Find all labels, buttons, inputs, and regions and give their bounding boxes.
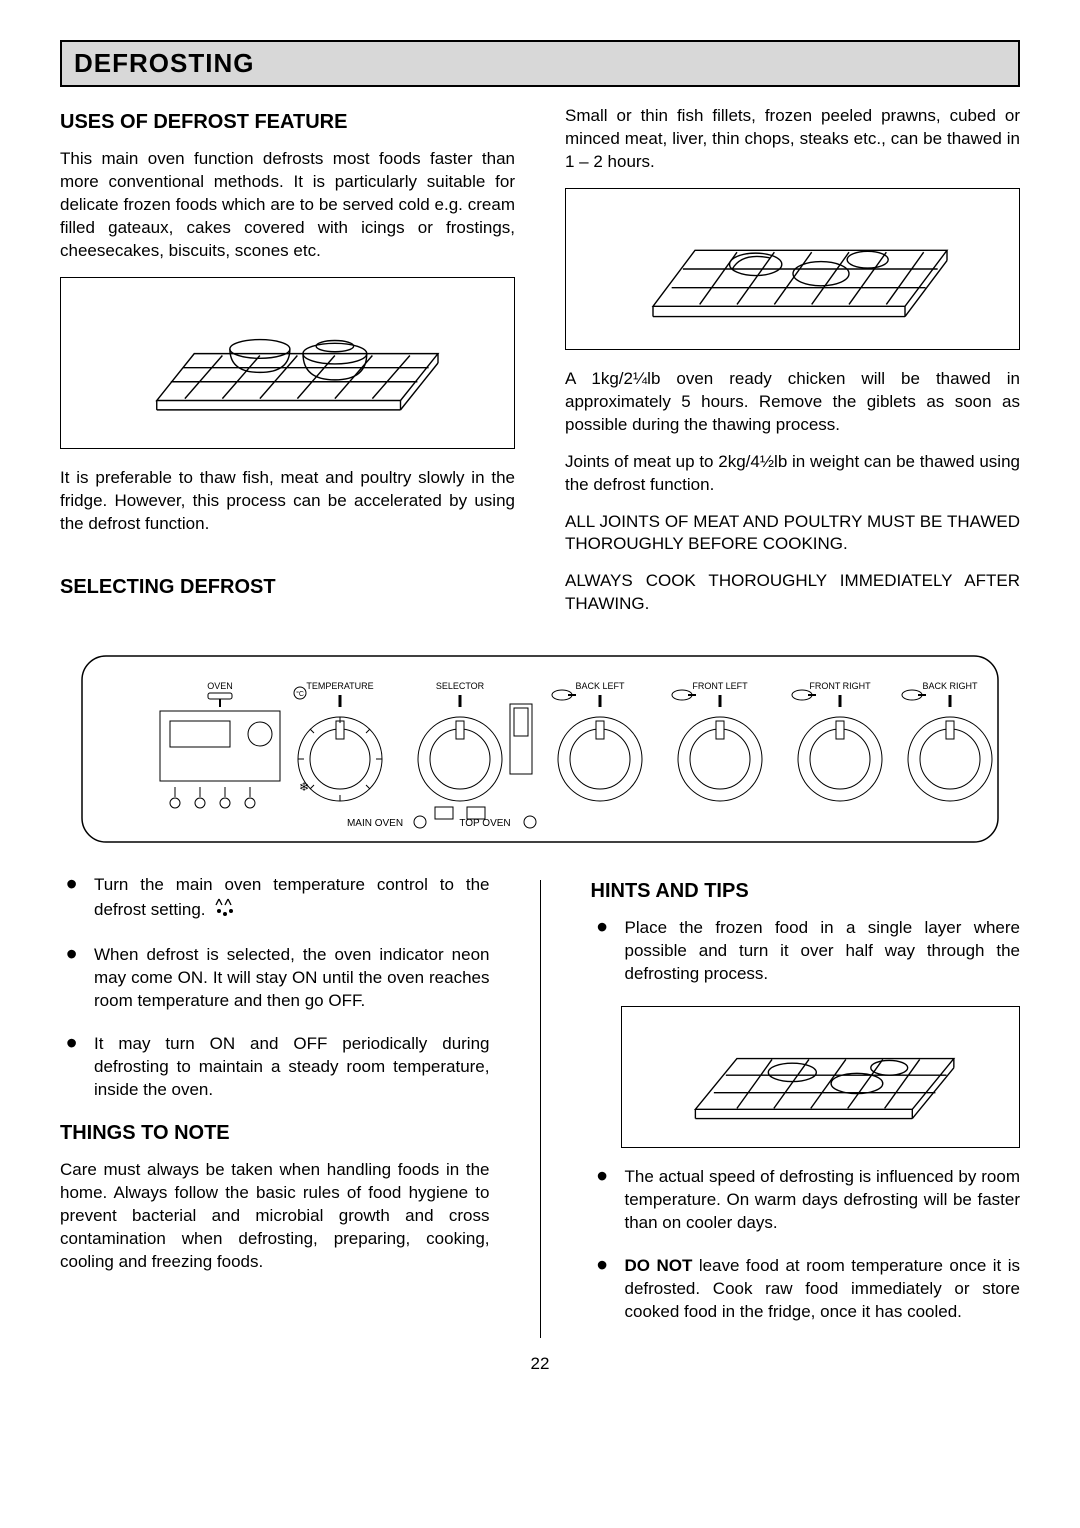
top-columns: USES OF DEFROST FEATURE This main oven f…	[60, 105, 1020, 630]
left-bottom-column: Turn the main oven temperature control t…	[60, 874, 490, 1343]
heading-things: THINGS TO NOTE	[60, 1122, 490, 1145]
bullet-indicator: When defrost is selected, the oven indic…	[60, 944, 490, 1013]
bullet-donot: DO NOT leave food at room temperature on…	[591, 1255, 1021, 1324]
right-top-column: Small or thin fish fillets, frozen peele…	[565, 105, 1020, 630]
page-number: 22	[60, 1354, 1020, 1374]
tray-layer-svg	[670, 1017, 970, 1137]
select-bullets: Turn the main oven temperature control t…	[60, 874, 490, 1102]
donot-label: DO NOT	[625, 1256, 693, 1275]
svg-text:TOP OVEN: TOP OVEN	[459, 818, 510, 829]
para-joints: Joints of meat up to 2kg/4½lb in weight …	[565, 451, 1020, 497]
bottom-columns: Turn the main oven temperature control t…	[60, 874, 1020, 1343]
svg-text:❄: ❄	[299, 780, 309, 794]
tray-meat-svg	[623, 199, 963, 339]
heading-uses: USES OF DEFROST FEATURE	[60, 111, 515, 134]
svg-text:BACK RIGHT: BACK RIGHT	[922, 681, 978, 691]
heading-hints: HINTS AND TIPS	[591, 880, 1021, 903]
svg-text:FRONT LEFT: FRONT LEFT	[692, 681, 748, 691]
tray-cakes-svg	[118, 288, 458, 438]
para-uses: This main oven function defrosts most fo…	[60, 148, 515, 263]
illustration-tray-cakes	[60, 277, 515, 449]
bullet-single-layer: Place the frozen food in a single layer …	[591, 917, 1021, 986]
svg-text:TEMPERATURE: TEMPERATURE	[306, 681, 373, 691]
control-panel-svg: OVEN TEMPERATURE	[80, 654, 1000, 844]
para-chicken: A 1kg/2¼lb oven ready chicken will be th…	[565, 368, 1020, 437]
svg-text:MAIN OVEN: MAIN OVEN	[347, 818, 403, 829]
para-thaw: It is preferable to thaw fish, meat and …	[60, 467, 515, 536]
right-bottom-column: HINTS AND TIPS Place the frozen food in …	[591, 874, 1021, 1343]
bullet-speed: The actual speed of defrosting is influe…	[591, 1166, 1021, 1235]
column-separator	[540, 880, 541, 1337]
hints-bullets: Place the frozen food in a single layer …	[591, 917, 1021, 986]
svg-text:BACK LEFT: BACK LEFT	[575, 681, 625, 691]
bullet-periodic: It may turn ON and OFF periodically duri…	[60, 1033, 490, 1102]
svg-text:SELECTOR: SELECTOR	[436, 681, 485, 691]
hints-bullets-2: The actual speed of defrosting is influe…	[591, 1166, 1021, 1324]
page-title: DEFROSTING	[74, 48, 1006, 79]
svg-text:FRONT RIGHT: FRONT RIGHT	[809, 681, 871, 691]
svg-text:OVEN: OVEN	[207, 681, 233, 691]
section-header: DEFROSTING	[60, 40, 1020, 87]
illustration-tray-meat	[565, 188, 1020, 350]
bullet-turn-control: Turn the main oven temperature control t…	[60, 874, 490, 924]
defrost-icon	[214, 897, 236, 924]
para-alljoints: ALL JOINTS OF MEAT AND POULTRY MUST BE T…	[565, 511, 1020, 557]
illustration-tray-layer	[621, 1006, 1021, 1148]
para-small: Small or thin fish fillets, frozen peele…	[565, 105, 1020, 174]
heading-select: SELECTING DEFROST	[60, 576, 515, 599]
para-things: Care must always be taken when handling …	[60, 1159, 490, 1274]
left-top-column: USES OF DEFROST FEATURE This main oven f…	[60, 105, 515, 630]
para-always: ALWAYS COOK THOROUGHLY IMMEDIATELY AFTER…	[565, 570, 1020, 616]
svg-text:°C: °C	[296, 690, 304, 698]
control-panel-illustration: OVEN TEMPERATURE	[60, 654, 1020, 844]
bullet-turn-control-text: Turn the main oven temperature control t…	[94, 875, 490, 919]
